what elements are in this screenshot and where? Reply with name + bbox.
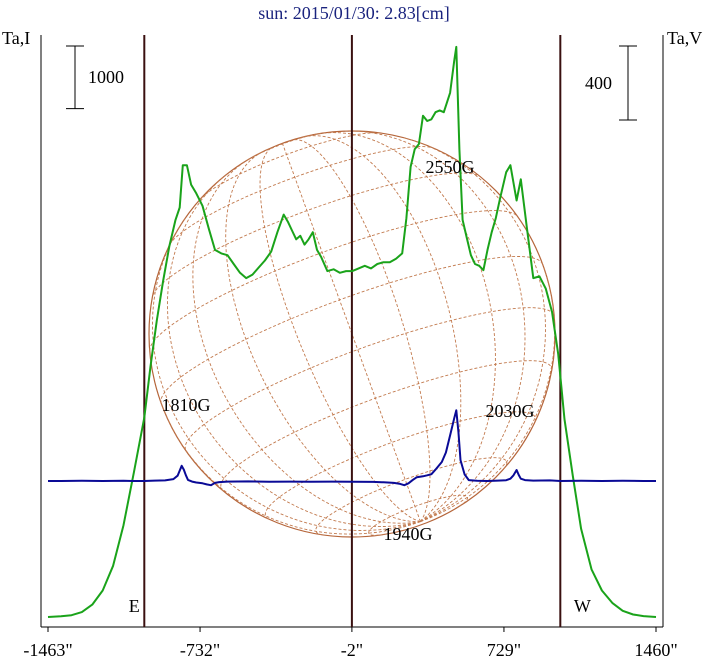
west-limb-label: W — [574, 596, 591, 616]
longitude-line — [259, 147, 421, 523]
longitude-line — [225, 151, 421, 523]
longitude-line — [420, 264, 556, 523]
longitude-line — [192, 158, 421, 524]
longitude-line — [167, 173, 421, 527]
chart-labels: Ta,I Ta,V 1000 400 -1463" -732" -2" 729" 146… — [2, 28, 702, 660]
plot-frame — [40, 35, 664, 632]
longitude-line — [318, 132, 496, 522]
region-annotation: 2550G — [426, 157, 475, 177]
region-annotation: 2030G — [486, 401, 535, 421]
region-annotation: 1940G — [384, 524, 433, 544]
series-group — [47, 45, 657, 618]
region-annotation: 1810G — [162, 395, 211, 415]
latitude-line — [315, 457, 508, 536]
right-scale-bar-label: 400 — [585, 73, 612, 93]
longitude-line — [302, 135, 462, 522]
left-scale-bar-label: 1000 — [88, 67, 124, 87]
x-tick-label: 729" — [487, 640, 521, 660]
latitude-line — [169, 146, 434, 245]
latitude-line — [264, 411, 536, 520]
x-tick-label: -1463" — [23, 640, 72, 660]
left-axis-label: Ta,I — [2, 28, 30, 48]
x-tick-label: -2" — [341, 640, 363, 660]
latitude-line — [152, 172, 480, 296]
x-tick-label: 1460" — [634, 640, 677, 660]
x-tick-label: -732" — [180, 640, 220, 660]
chart-title: sun: 2015/01/30: 2.83[cm] — [258, 3, 450, 23]
longitude-line — [152, 216, 421, 531]
latitude-line — [149, 210, 518, 351]
latitude-line — [184, 307, 555, 450]
longitude-line — [402, 137, 546, 523]
longitude-line — [345, 130, 526, 522]
longitude-line — [292, 139, 431, 522]
polarization-series-line — [48, 409, 656, 487]
intensity-series-line — [47, 45, 657, 618]
right-axis-label: Ta,V — [667, 28, 702, 48]
east-limb-label: E — [129, 596, 140, 616]
